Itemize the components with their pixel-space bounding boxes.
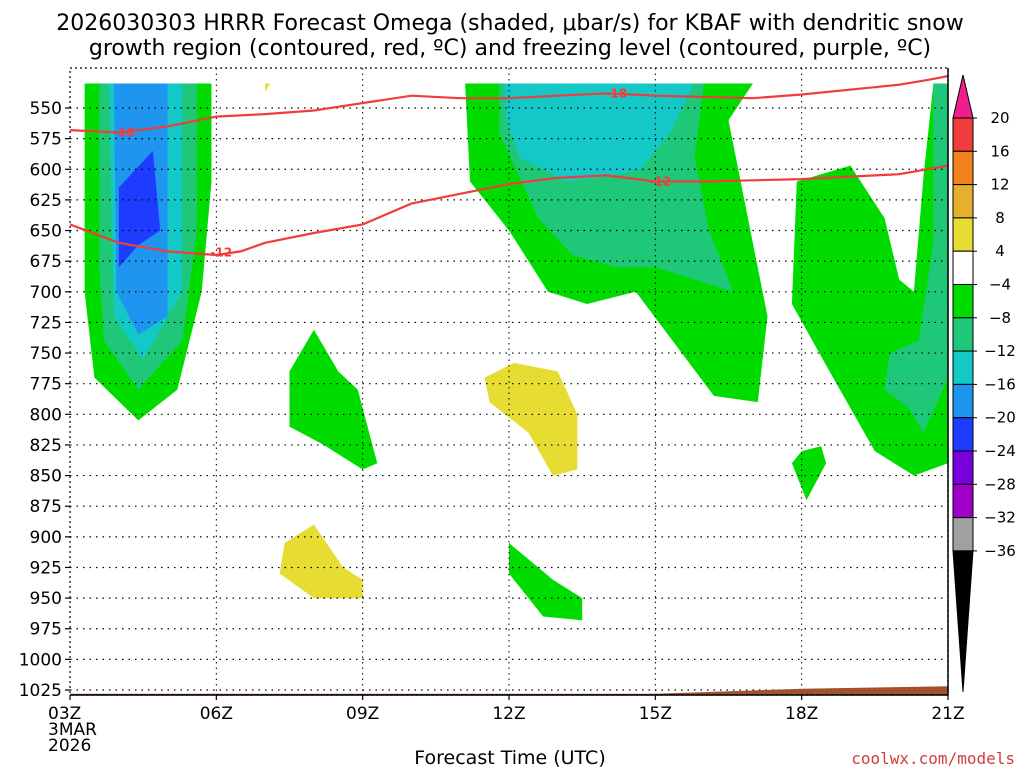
colorbar-segment <box>952 350 974 385</box>
omega-region-4 <box>118 150 161 268</box>
colorbar-label: −28 <box>984 475 1016 493</box>
y-tick-label: 1000 <box>19 650 62 670</box>
colorbar-segment <box>952 417 974 452</box>
y-tick-label: 750 <box>30 344 62 364</box>
y-tick-label: 650 <box>30 222 62 242</box>
colorbar-bottom-arrow <box>952 550 974 693</box>
omega-region-11 <box>289 329 378 470</box>
colorbar-label: −32 <box>984 509 1016 527</box>
x-start-label-line: 3MAR <box>48 720 97 740</box>
y-tick-label: 825 <box>30 436 62 456</box>
dgz-contour-label: -12 <box>210 246 232 260</box>
y-tick-label: 950 <box>30 589 62 609</box>
colorbar-label: 4 <box>995 242 1005 260</box>
x-tick-label: 21Z <box>931 704 964 724</box>
dgz-contour--12 <box>70 164 948 257</box>
dgz-contour-label: -18 <box>113 126 135 140</box>
x-axis-title: Forecast Time (UTC) <box>414 747 605 768</box>
dgz-contours: -18 -18 -12 -12 <box>70 75 948 260</box>
colorbar-segment <box>952 483 974 519</box>
ground-fill <box>70 686 948 695</box>
omega-region-10 <box>791 446 827 501</box>
colorbar-label: −24 <box>984 442 1016 460</box>
omega-shading <box>84 83 948 621</box>
colorbar-label: −12 <box>984 342 1016 360</box>
y-tick-label: 850 <box>30 467 62 487</box>
y-tick-label: 725 <box>30 313 62 333</box>
x-tick-label: 12Z <box>492 704 525 724</box>
x-start-label-line: 03Z <box>48 704 81 724</box>
colorbar-label: −4 <box>989 276 1011 294</box>
y-tick-label: 875 <box>30 497 62 517</box>
title-line-1: 2026030303 HRRR Forecast Omega (shaded, … <box>56 11 963 36</box>
dgz-contour-label: -18 <box>605 86 627 100</box>
credit-text: coolwx.com/models <box>851 749 1015 768</box>
y-tick-label: 800 <box>30 405 62 425</box>
colorbar-top-arrow <box>952 74 974 119</box>
colorbar-segment <box>952 150 974 186</box>
colorbar-label: −20 <box>984 409 1016 427</box>
x-tick-label: 15Z <box>639 704 672 724</box>
y-tick-label: 775 <box>30 375 62 395</box>
y-axis: 550 575 600 625 650 675 700 725 750 775 800 825 850 8… <box>19 99 70 701</box>
colorbar-segment <box>952 383 974 419</box>
chart-title: 2026030303 HRRR Forecast Omega (shaded, … <box>56 11 963 61</box>
colorbar-segment <box>952 450 974 485</box>
colorbar-label: −36 <box>984 542 1016 560</box>
ground-surface <box>70 686 948 695</box>
colorbar-label: −16 <box>984 375 1016 393</box>
x-tick-label: 09Z <box>346 704 379 724</box>
colorbar-label: 8 <box>995 209 1005 227</box>
colorbar-segment <box>952 284 974 319</box>
grid-lines <box>70 68 948 695</box>
colorbar-segment <box>952 184 974 219</box>
y-tick-label: 975 <box>30 620 62 640</box>
y-tick-label: 700 <box>30 283 62 303</box>
y-tick-label: 925 <box>30 558 62 578</box>
colorbar: 20 16 12 8 4 −4 −8 −12 −16 −20 −24 −28 −32 −36 <box>952 74 1016 693</box>
y-tick-label: 575 <box>30 130 62 150</box>
colorbar-label: −8 <box>989 309 1011 327</box>
x-tick-label: 18Z <box>785 704 818 724</box>
y-tick-label: 600 <box>30 160 62 180</box>
dgz-contour--18 <box>70 75 948 134</box>
colorbar-segment <box>952 517 974 552</box>
title-line-2: growth region (contoured, red, ºC) and f… <box>89 36 931 61</box>
y-tick-label: 1025 <box>19 681 62 701</box>
omega-region-15 <box>265 83 270 93</box>
y-tick-label: 675 <box>30 252 62 272</box>
y-tick-label: 550 <box>30 99 62 119</box>
omega-region-9 <box>884 83 948 433</box>
omega-region-14 <box>279 524 363 599</box>
colorbar-label: 20 <box>990 109 1009 127</box>
x-tick-label: 06Z <box>200 704 233 724</box>
x-start-label-line: 2026 <box>48 736 91 756</box>
colorbar-label: 12 <box>990 176 1009 194</box>
colorbar-label: 16 <box>990 142 1009 160</box>
colorbar-segment <box>952 117 974 152</box>
colorbar-segment <box>952 317 974 352</box>
colorbar-segment <box>952 217 974 252</box>
omega-region-13 <box>484 362 578 476</box>
y-tick-label: 625 <box>30 191 62 211</box>
omega-region-12 <box>509 543 583 621</box>
dgz-contour-label: -12 <box>649 175 671 189</box>
y-tick-label: 900 <box>30 528 62 548</box>
colorbar-segment <box>952 250 974 285</box>
